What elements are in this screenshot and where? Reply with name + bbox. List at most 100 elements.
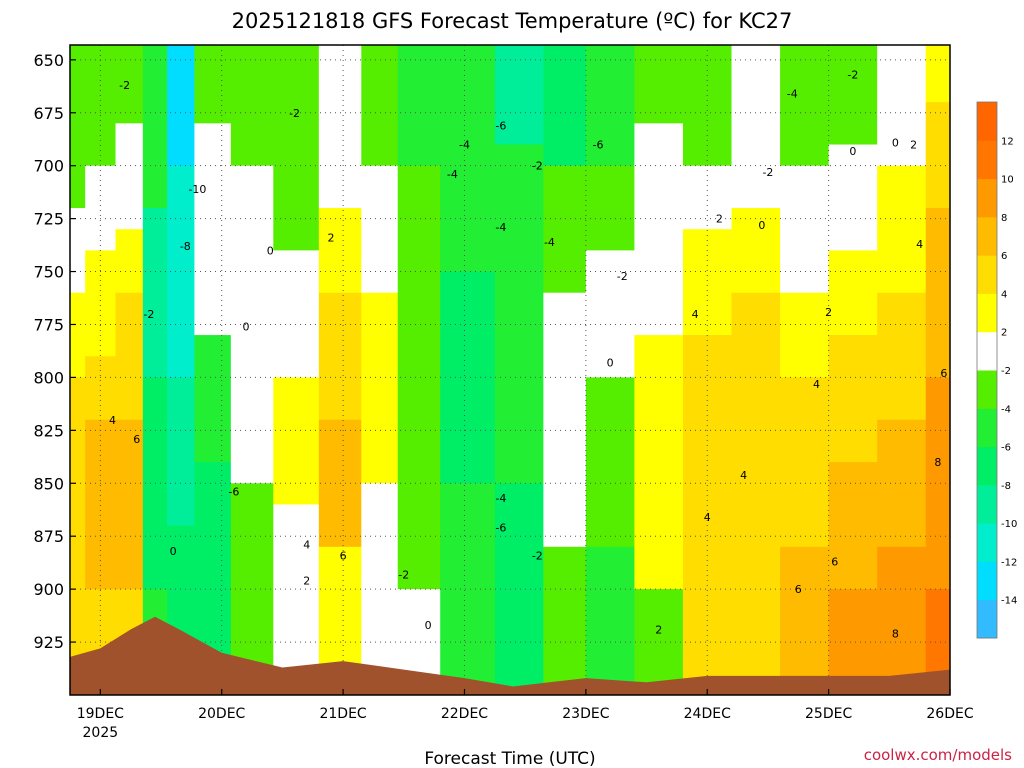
temperature-cell [925,589,950,695]
temperature-cell [634,123,684,209]
temperature-cell [397,589,441,695]
contour-label: -6 [495,119,506,132]
contour-label: -8 [180,240,191,253]
temperature-cell [70,208,86,294]
temperature-cell [397,165,441,378]
temperature-cell [361,45,399,167]
temperature-cell [115,292,144,421]
y-tick-label: 775 [33,315,64,334]
temperature-cell [318,292,362,421]
temperature-cell [361,292,399,484]
temperature-cell [543,546,587,695]
y-tick-label: 875 [33,527,64,546]
y-tick-label: 675 [33,104,64,123]
temperature-cell [440,483,496,695]
colorbar-swatch [977,408,997,448]
temperature-cell [440,144,496,273]
terrain-layer [70,616,950,695]
temperature-cell [361,483,399,695]
contour-label: 0 [170,545,177,558]
contour-label: -2 [532,549,543,562]
contour-label: 0 [425,619,432,632]
temperature-cell [397,45,441,167]
contour-label: -4 [544,236,555,249]
colorbar-label: 2 [1001,328,1007,339]
temperature-cell [194,45,232,124]
contour-label: 0 [243,321,250,334]
temperature-cell [194,123,232,336]
temperature-cell [273,250,320,378]
temperature-cell [585,165,635,251]
temperature-cell [682,589,733,695]
colorbar-swatch [977,216,997,256]
colorbar-swatch [977,293,997,333]
temperature-cell [397,377,441,590]
y-tick-label: 925 [33,633,64,652]
y-tick-label: 750 [33,263,64,282]
contour-label: -2 [617,270,628,283]
temperature-cell [494,250,544,484]
x-tick-sublabel: 2025 [83,725,119,741]
colorbar-label: 10 [1001,175,1014,186]
temperature-cell [877,419,927,548]
temperature-cell [167,45,195,167]
contour-label: -2 [532,160,543,173]
x-tick-label: 21DEC [319,706,366,722]
contour-label: -2 [119,79,130,92]
contour-label: 4 [692,308,699,321]
temperature-cell [142,45,168,209]
colorbar-label: -10 [1001,519,1017,530]
x-tick-label: 23DEC [562,706,609,722]
x-tick-label: 22DEC [441,706,488,722]
contour-label: 6 [795,583,802,596]
colorbar-frame [976,101,998,639]
y-tick-label: 700 [33,157,64,176]
temperature-cell [273,377,320,505]
temperature-cell [440,45,496,146]
temperature-cell [273,45,320,251]
colorbar-label: -14 [1001,596,1017,607]
temperature-cell [780,292,830,378]
contour-label: 2 [716,213,723,226]
contour-label: -4 [459,139,470,152]
contour-label: -6 [495,522,506,535]
x-tick-label: 26DEC [926,706,973,722]
y-tick-label: 650 [33,51,64,70]
temperature-cell [925,377,950,590]
temperature-cell [828,45,878,146]
temperature-cell [494,45,544,146]
y-axis-ticks: 650 675 700 725 750 775 800 825 850 875 900 925 [33,51,76,652]
colorbar-label: 4 [1001,289,1007,300]
temperature-cell [877,165,927,294]
contour-label: -2 [289,107,300,120]
contour-label: 6 [133,433,140,446]
temperature-cell [85,419,117,590]
temperature-cell [230,45,274,167]
contour-label: 2 [655,623,662,636]
temperature-cell [440,271,496,484]
temperature-cell [115,419,144,590]
colorbar-label: -6 [1001,443,1011,454]
gridlines [70,45,950,695]
x-tick-label: 19DEC [77,706,124,722]
contour-label: -4 [495,492,506,505]
y-tick-label: 850 [33,474,64,493]
contour-label: 0 [607,357,614,370]
x-axis-ticks: 19DEC 2025 20DEC 21DEC 22DEC 23DEC 24DEC 25DEC 2… [77,689,974,741]
temperature-cell [682,229,733,336]
colorbar-swatch [977,599,997,639]
contour-label: -10 [188,183,206,196]
temperature-cell [877,292,927,421]
contour-label: -4 [495,221,506,234]
colorbar-swatch [977,561,997,601]
temperature-cell [585,45,635,167]
temperature-cell [877,546,927,695]
colorbar-swatch [977,484,997,524]
contour-label: 4 [813,378,820,391]
temperature-cell [585,377,635,548]
temperature-cell [361,165,399,294]
temperature-cell [494,483,544,695]
temperature-cell [828,144,878,251]
temperature-cell [70,45,86,209]
contour-label: 4 [916,238,923,251]
